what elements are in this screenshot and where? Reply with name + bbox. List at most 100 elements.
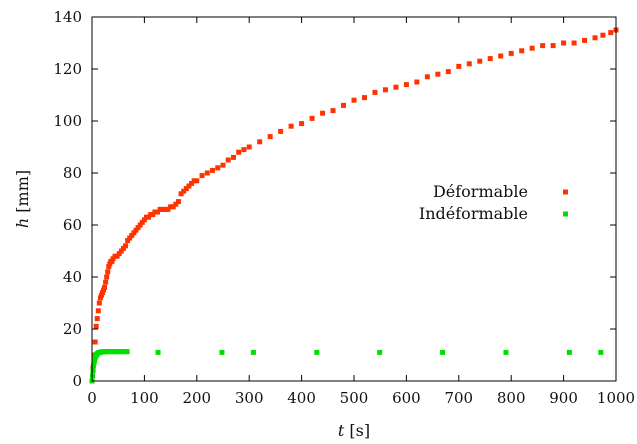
series-deformable bbox=[89, 27, 619, 384]
data-point bbox=[102, 284, 108, 290]
x-axis-symbol: t bbox=[338, 421, 345, 440]
y-tick-label: 60 bbox=[63, 216, 82, 234]
data-point bbox=[278, 128, 284, 134]
data-point bbox=[91, 360, 97, 366]
data-point bbox=[118, 248, 124, 254]
data-point bbox=[540, 43, 546, 49]
data-point bbox=[487, 56, 493, 62]
data-point bbox=[109, 258, 115, 264]
data-point bbox=[104, 274, 110, 280]
x-tick-label: 200 bbox=[182, 389, 211, 407]
data-point bbox=[241, 147, 247, 153]
data-point bbox=[150, 212, 156, 218]
data-point bbox=[181, 188, 187, 194]
legend-marker bbox=[563, 189, 568, 195]
data-point bbox=[114, 253, 120, 259]
data-point bbox=[133, 227, 139, 233]
data-point bbox=[246, 144, 252, 150]
data-point bbox=[288, 123, 294, 129]
data-point bbox=[120, 245, 126, 251]
data-point bbox=[94, 316, 100, 322]
data-point bbox=[103, 279, 109, 285]
data-point bbox=[152, 209, 158, 215]
data-point bbox=[90, 365, 96, 371]
data-point bbox=[116, 251, 122, 257]
legend-marker bbox=[563, 211, 568, 217]
data-point bbox=[168, 204, 174, 210]
data-point bbox=[372, 89, 378, 95]
data-point bbox=[189, 180, 195, 186]
legend-label: Déformable bbox=[433, 182, 528, 201]
legend: Déformable Indéformable bbox=[419, 182, 568, 223]
data-point bbox=[424, 74, 430, 80]
y-tick-label: 20 bbox=[63, 320, 82, 338]
data-point bbox=[155, 209, 160, 215]
data-point bbox=[220, 162, 226, 168]
data-point bbox=[456, 63, 462, 69]
data-point bbox=[215, 165, 221, 171]
data-point bbox=[165, 206, 171, 212]
data-point bbox=[592, 35, 598, 41]
y-tick-label: 120 bbox=[53, 60, 82, 78]
data-point bbox=[403, 82, 409, 88]
data-point bbox=[194, 178, 200, 184]
data-point bbox=[92, 339, 98, 345]
data-point bbox=[139, 219, 145, 225]
data-point bbox=[519, 48, 525, 54]
data-point bbox=[170, 204, 176, 210]
data-point bbox=[414, 79, 420, 85]
x-tick-label: 0 bbox=[87, 389, 97, 407]
data-point bbox=[225, 157, 231, 163]
data-point bbox=[440, 349, 446, 355]
data-point bbox=[466, 61, 472, 67]
y-tick-label: 140 bbox=[53, 8, 82, 26]
data-point bbox=[146, 214, 152, 220]
legend-label: Indéformable bbox=[419, 204, 528, 223]
data-point bbox=[503, 349, 509, 355]
data-point bbox=[600, 32, 606, 38]
data-point bbox=[314, 349, 320, 355]
data-point bbox=[550, 43, 556, 49]
x-axis-unit: [s] bbox=[344, 421, 370, 440]
data-point bbox=[477, 58, 483, 64]
data-point bbox=[106, 264, 112, 270]
data-point bbox=[186, 183, 192, 189]
data-point bbox=[95, 308, 101, 314]
data-point bbox=[131, 230, 137, 236]
data-point bbox=[93, 323, 99, 329]
data-point bbox=[571, 40, 577, 46]
data-point bbox=[257, 139, 263, 145]
data-point bbox=[125, 238, 131, 244]
y-axis-unit: [mm] bbox=[13, 170, 32, 218]
y-tick-label: 0 bbox=[72, 372, 82, 390]
axes: 0 100 200 300 400 500 600 700 800 900 1000 0 20 40 60 8… bbox=[13, 8, 635, 440]
data-point bbox=[219, 349, 225, 355]
data-point bbox=[178, 191, 184, 197]
data-point bbox=[267, 134, 273, 140]
data-point bbox=[105, 269, 111, 275]
data-point bbox=[91, 362, 97, 368]
data-point bbox=[582, 37, 588, 43]
data-point bbox=[135, 225, 141, 231]
data-point bbox=[99, 290, 105, 296]
data-point bbox=[566, 349, 572, 355]
data-point bbox=[191, 178, 197, 184]
x-tick-label: 700 bbox=[444, 389, 473, 407]
data-point bbox=[92, 357, 98, 363]
data-point bbox=[508, 50, 514, 56]
x-tick-label: 500 bbox=[340, 389, 369, 407]
data-point bbox=[598, 349, 604, 355]
data-point bbox=[498, 53, 504, 59]
x-tick-label: 1000 bbox=[597, 389, 635, 407]
data-point bbox=[529, 45, 535, 51]
data-point bbox=[107, 261, 113, 267]
x-tick-label: 100 bbox=[130, 389, 159, 407]
data-point bbox=[309, 115, 315, 121]
data-point bbox=[393, 84, 399, 90]
x-tick-label: 900 bbox=[549, 389, 578, 407]
data-point bbox=[445, 69, 451, 75]
data-point bbox=[204, 170, 210, 176]
data-point bbox=[330, 108, 336, 114]
